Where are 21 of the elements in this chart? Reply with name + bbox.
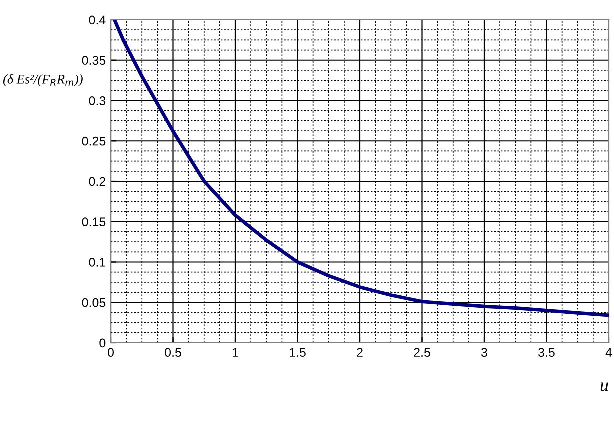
- x-tick-label: 1.5: [290, 348, 306, 358]
- x-axis-title: u: [600, 382, 608, 392]
- x-tick-label: 4: [606, 348, 612, 357]
- x-tick-label: 1: [232, 348, 238, 357]
- y-tick-label: 0: [100, 338, 106, 348]
- x-tick-label: 3.5: [538, 348, 555, 358]
- x-tick-label: 0: [108, 348, 114, 358]
- y-axis-title: (δ Es²/(F$_{R}$R$_{m}$)): [3, 74, 83, 87]
- y-tick-label: 0.3: [89, 96, 106, 106]
- y-tick-label: 0.1: [89, 258, 106, 267]
- y-tick-label: 0.05: [82, 298, 106, 308]
- y-tick-label: 0.35: [82, 56, 106, 66]
- x-tick-label: 3: [482, 348, 488, 358]
- y-tick-label: 0.2: [89, 177, 106, 186]
- y-tick-label: 0.15: [82, 218, 106, 227]
- line-series: [113, 20, 609, 318]
- x-tick-label: 0.5: [165, 348, 182, 358]
- x-tick-label: 2: [357, 348, 363, 357]
- y-tick-label: 0.25: [82, 136, 106, 146]
- y-tick-label: 0.4: [89, 16, 106, 25]
- x-tick-label: 2.5: [414, 348, 430, 358]
